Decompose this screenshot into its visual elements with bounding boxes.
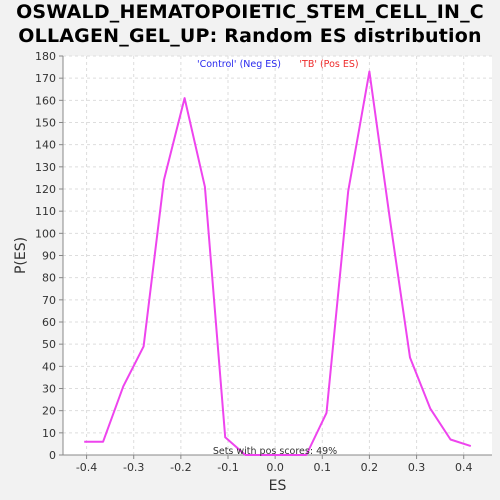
x-tick-label: 0.4 bbox=[455, 461, 473, 474]
pos-scores-annotation: Sets with pos scores: 49% bbox=[213, 446, 337, 457]
y-tick-label: 140 bbox=[35, 139, 56, 152]
y-tick-label: 170 bbox=[35, 72, 56, 85]
x-axis-label: ES bbox=[269, 478, 287, 494]
plot-area bbox=[63, 56, 492, 455]
x-axis-ticks: -0.4 -0.3 -0.2 -0.1 0.0 0.1 0.2 0.3 0.4 bbox=[76, 455, 473, 474]
y-tick-label: 80 bbox=[42, 272, 56, 285]
chart-title-line-1: OSWALD_HEMATOPOIETIC_STEM_CELL_IN_C bbox=[16, 1, 484, 23]
grid-lines bbox=[63, 55, 492, 456]
x-tick-label: 0.1 bbox=[314, 461, 332, 474]
series-layer bbox=[84, 70, 472, 456]
y-tick-label: 10 bbox=[42, 427, 56, 440]
x-tick-label: -0.3 bbox=[123, 461, 144, 474]
es-distribution-line bbox=[84, 70, 472, 456]
x-tick-label: 0.2 bbox=[361, 461, 379, 474]
y-axis-ticks: 0 10 20 30 40 50 60 70 80 90 100 110 120 130 140 150 160… bbox=[35, 50, 63, 462]
x-tick-label: -0.1 bbox=[217, 461, 238, 474]
x-tick-label: 0.0 bbox=[266, 461, 284, 474]
y-tick-label: 120 bbox=[35, 183, 56, 196]
y-tick-label: 70 bbox=[42, 294, 56, 307]
y-tick-label: 20 bbox=[42, 405, 56, 418]
y-tick-label: 90 bbox=[42, 250, 56, 263]
y-tick-label: 150 bbox=[35, 117, 56, 130]
y-tick-label: 50 bbox=[42, 338, 56, 351]
chart-title-line-2: OLLAGEN_GEL_UP: Random ES distribution bbox=[18, 25, 482, 47]
x-tick-label: -0.2 bbox=[170, 461, 191, 474]
legend-entry-control: 'Control' (Neg ES) bbox=[197, 59, 281, 70]
legend-entry-tb: 'TB' (Pos ES) bbox=[299, 59, 358, 70]
y-tick-label: 180 bbox=[35, 50, 56, 63]
y-tick-label: 0 bbox=[49, 449, 56, 462]
y-tick-label: 160 bbox=[35, 94, 56, 107]
y-tick-label: 110 bbox=[35, 205, 56, 218]
y-tick-label: 40 bbox=[42, 360, 56, 373]
chart-title: OSWALD_HEMATOPOIETIC_STEM_CELL_IN_C OLLA… bbox=[0, 0, 500, 50]
y-tick-label: 100 bbox=[35, 227, 56, 240]
y-tick-label: 30 bbox=[42, 383, 56, 396]
y-tick-label: 60 bbox=[42, 316, 56, 329]
y-tick-label: 130 bbox=[35, 161, 56, 174]
x-tick-label: 0.3 bbox=[408, 461, 426, 474]
x-tick-label: -0.4 bbox=[76, 461, 97, 474]
y-axis-label: P(ES) bbox=[13, 237, 29, 274]
